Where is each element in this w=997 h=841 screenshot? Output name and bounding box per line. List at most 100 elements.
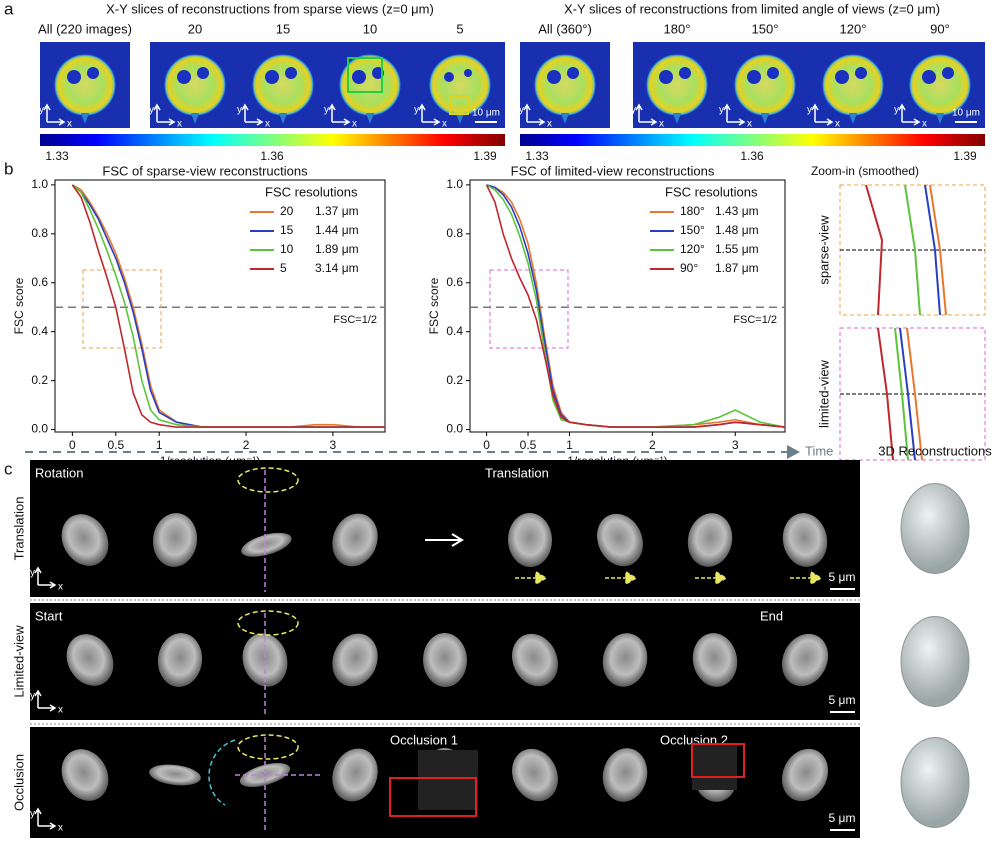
surface-render [900, 737, 970, 828]
axis-arrows [523, 103, 546, 126]
image-label: All (220 images) [38, 21, 132, 36]
image-label: 20 [188, 21, 202, 36]
zoom-curve [904, 184, 921, 316]
legend-name: 120° [680, 242, 705, 256]
axis-arrows [723, 103, 746, 126]
shift-arrow [790, 570, 823, 586]
y-tick-label: 0.8 [446, 226, 463, 240]
axis-letter: x [58, 705, 63, 716]
legend-name: 15 [280, 223, 294, 237]
zoom-label: sparse-view [816, 215, 831, 285]
panel-a-title: X-Y slices of reconstructions from spars… [106, 1, 434, 16]
time-arrow-head [787, 445, 800, 459]
occluder [418, 750, 478, 810]
cell-frame [687, 513, 733, 567]
axis-letter: y [631, 105, 636, 116]
legend-resolution: 1.89 μm [315, 242, 359, 256]
time-label: Time [805, 443, 833, 458]
cell-frame [157, 633, 203, 687]
x-tick-label: 0.5 [107, 438, 124, 452]
cell-frame [422, 633, 468, 687]
panel-letter: a [4, 0, 14, 18]
shift-arrow [695, 570, 728, 586]
cell-frame [239, 763, 291, 787]
cell-frame [242, 633, 288, 687]
fsc-curve [71, 184, 385, 428]
nucleus [835, 70, 849, 84]
cell-frame [782, 513, 828, 567]
surface-render [900, 483, 970, 574]
axis-letter: x [547, 119, 552, 130]
legend-name: 90° [680, 261, 698, 275]
cell-stem [81, 113, 89, 124]
row-annotation: Start [35, 608, 63, 623]
cell-stem [936, 113, 944, 124]
cell-slice [534, 54, 596, 116]
axis-arrows [328, 103, 351, 126]
occlusion-box [389, 777, 477, 817]
y-tick-label: 0.6 [446, 275, 463, 289]
legend-title: FSC resolutions [665, 184, 758, 199]
panel-letter: b [4, 159, 13, 178]
scale-label: 5 μm [829, 693, 856, 707]
cell-frame [692, 633, 738, 687]
occluder [692, 745, 737, 790]
axis-letter: x [835, 119, 840, 130]
row-label: Limited-view [11, 625, 26, 698]
roi-box [449, 95, 469, 115]
cell-frame [602, 748, 648, 802]
y-axis-label: FSC score [12, 277, 26, 334]
nucleus [922, 70, 936, 84]
cell-frame [61, 749, 109, 801]
legend-resolution: 3.14 μm [315, 261, 359, 275]
axis-letter: y [324, 105, 329, 116]
cell-frame [241, 532, 292, 557]
row-annotation: Rotation [35, 465, 83, 480]
cell-stem [673, 113, 681, 124]
zoom-curve [929, 184, 947, 316]
nucleus [942, 67, 954, 79]
cell-stem [561, 113, 569, 124]
panel-letter: c [4, 459, 13, 478]
axis-arrows [418, 103, 441, 126]
axis-letter: y [237, 105, 242, 116]
axis-letter: y [30, 809, 35, 820]
plot-frame [469, 179, 786, 433]
move-arrow [425, 533, 464, 547]
axis-letter: x [747, 119, 752, 130]
row-label: Occlusion [11, 754, 26, 811]
nucleus [197, 67, 209, 79]
cell-frame [66, 634, 114, 686]
threshold-label: FSC=1/2 [733, 314, 777, 326]
chart-title: FSC of limited-view reconstructions [511, 163, 715, 178]
axis-letter: x [659, 119, 664, 130]
cell-frame [507, 513, 553, 567]
zoom-curve [924, 184, 941, 316]
legend-resolution: 1.44 μm [315, 223, 359, 237]
legend-name: 150° [680, 223, 705, 237]
zoom-curve [877, 327, 894, 461]
legend-name: 180° [680, 204, 705, 218]
cell-frame [781, 748, 829, 802]
nucleus [767, 67, 779, 79]
legend-name: 10 [280, 242, 294, 256]
axis-arrows [34, 566, 57, 589]
axis-letter: y [807, 105, 812, 116]
colorbar-tick: 1.39 [953, 149, 977, 163]
axis-arrows [153, 103, 176, 126]
y-tick-label: 0.6 [31, 275, 48, 289]
image-label: 180° [664, 21, 691, 36]
legend-resolution: 1.37 μm [315, 204, 359, 218]
colorbar-tick: 1.33 [45, 149, 69, 163]
shift-arrow [605, 570, 638, 586]
y-tick-label: 0.0 [31, 422, 48, 436]
axis-letter: y [719, 105, 724, 116]
fsc-curve [71, 184, 385, 428]
nucleus [547, 70, 561, 84]
axis-arrows [241, 103, 264, 126]
nucleus [567, 67, 579, 79]
y-tick-label: 0.2 [446, 373, 463, 387]
image-label: 90° [930, 21, 950, 36]
axis-letter: x [265, 119, 270, 130]
